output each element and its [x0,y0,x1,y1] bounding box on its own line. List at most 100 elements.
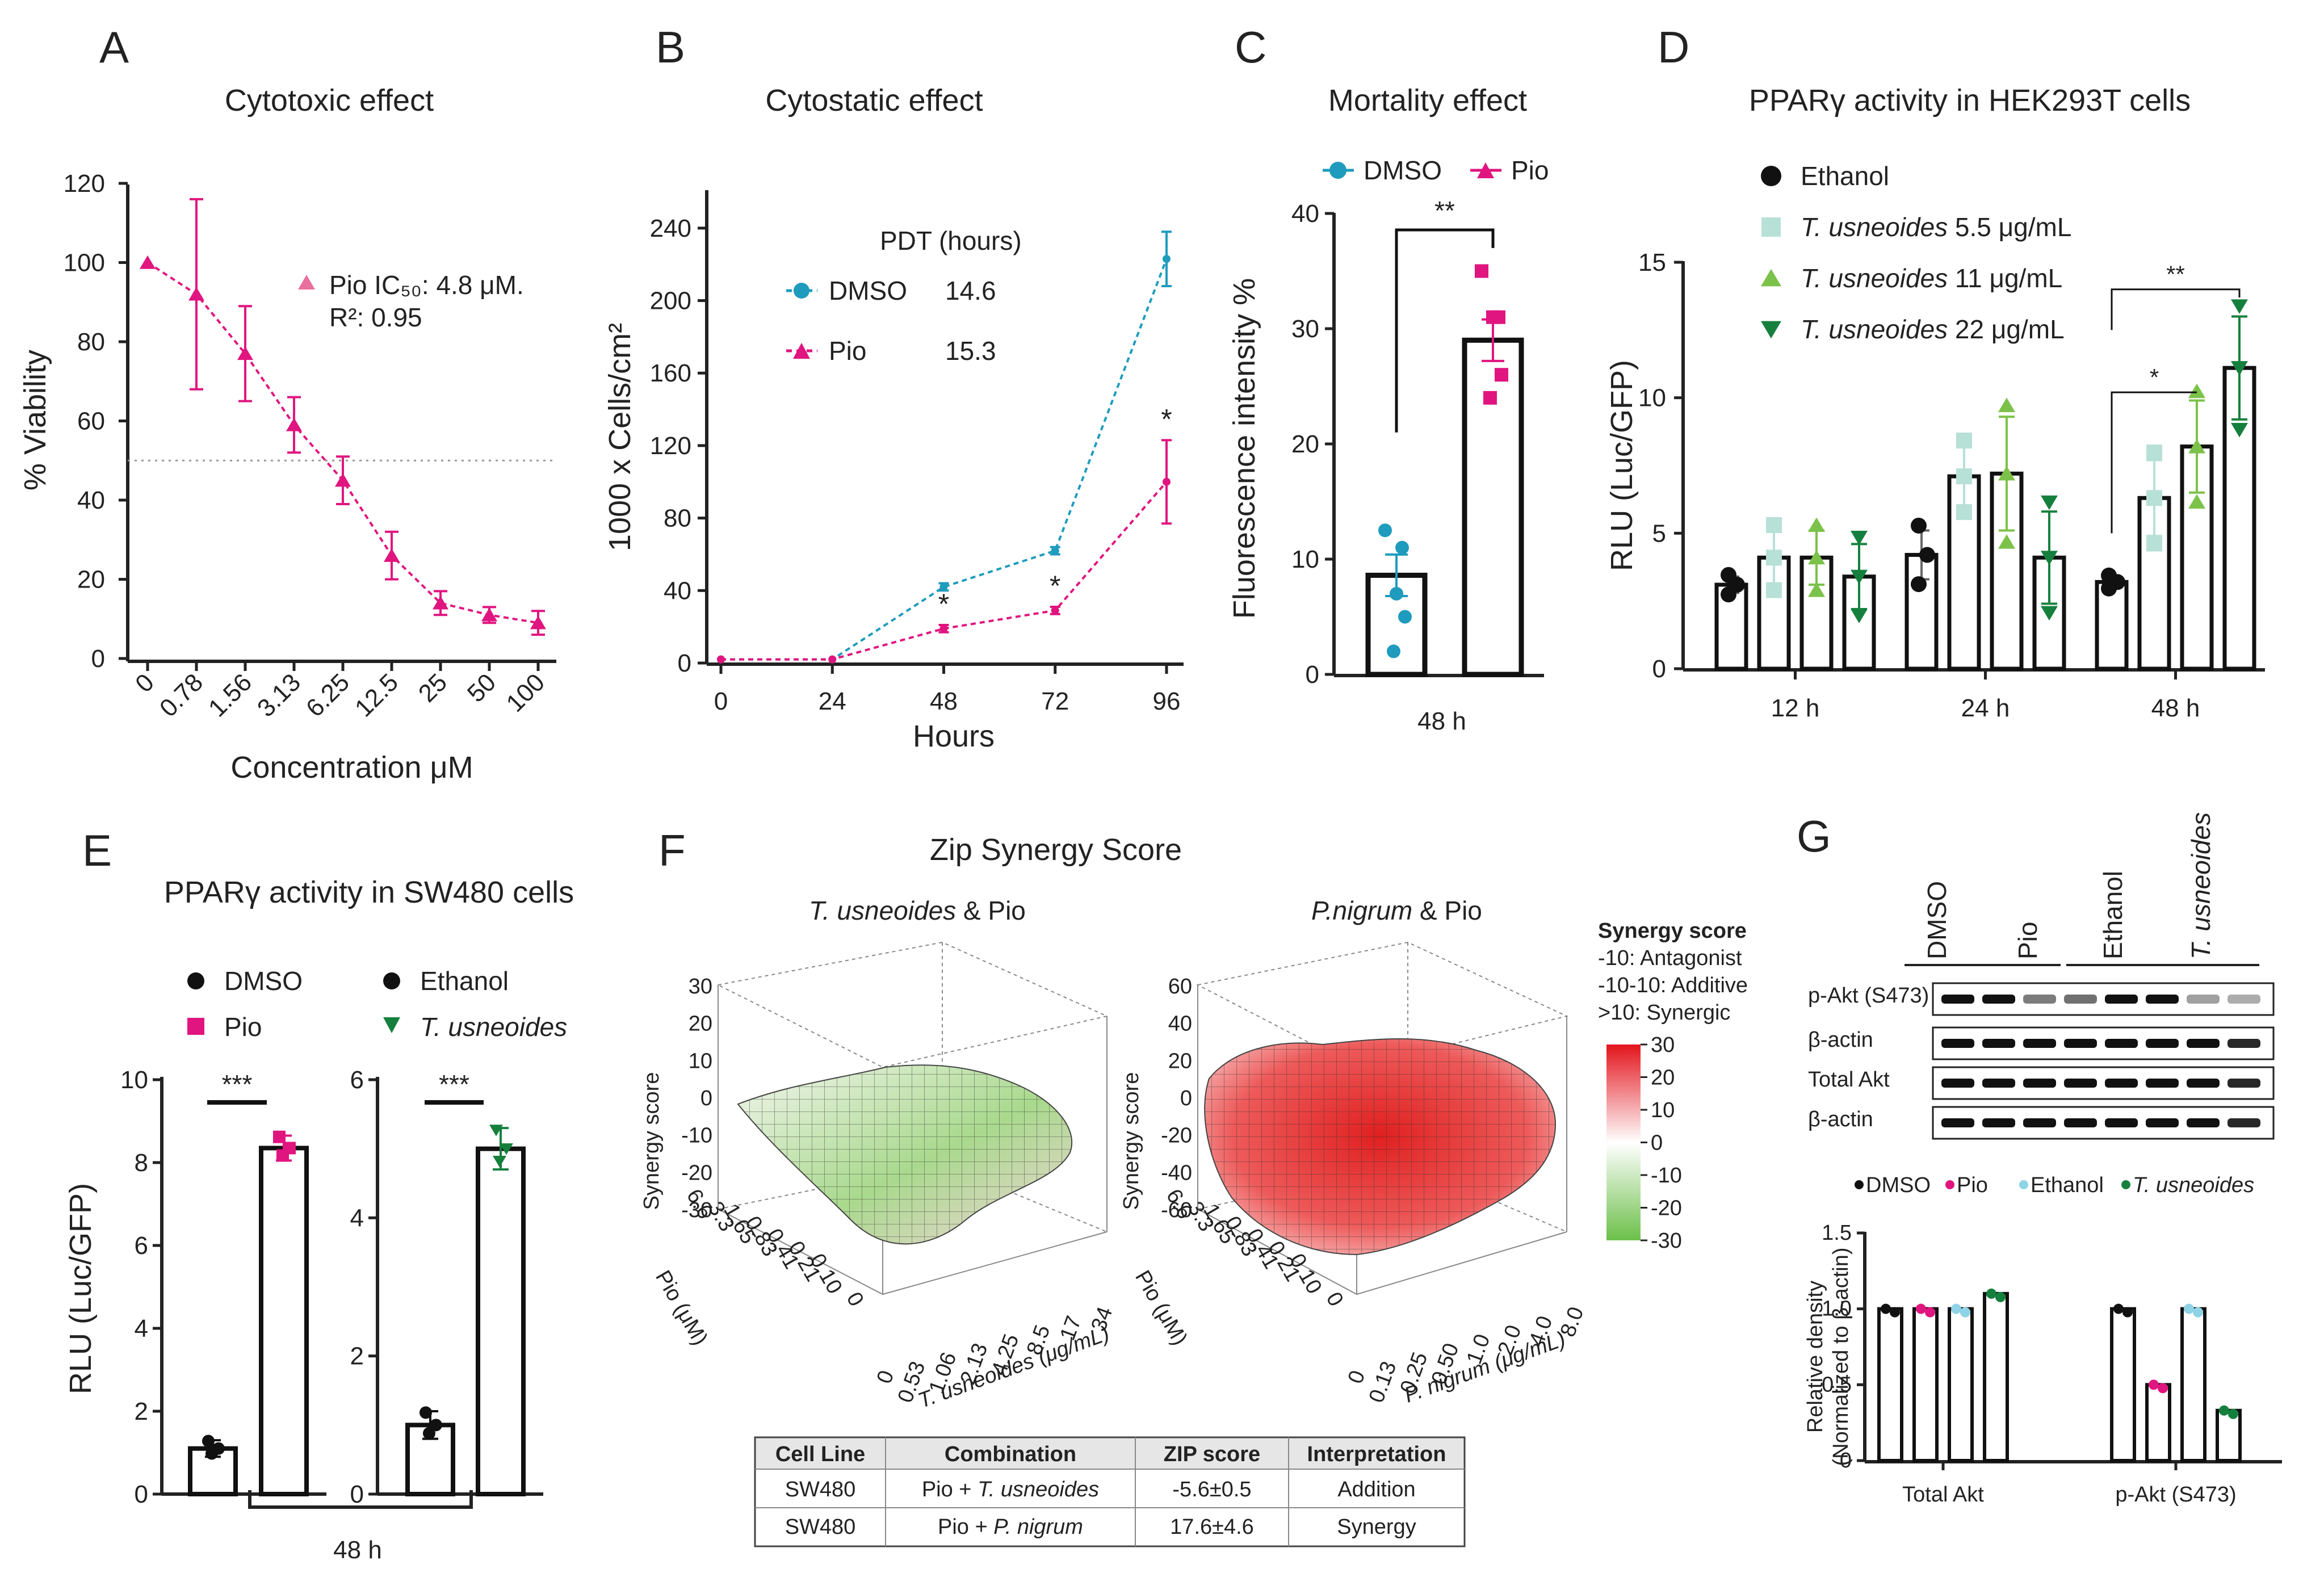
blot-band [2105,1118,2138,1127]
point [2041,551,2058,565]
pio-point [939,624,948,633]
panel-c-category: 48 h [1417,707,1466,735]
dmso-point [1395,540,1409,555]
bar [2110,1307,2136,1463]
colorbar-tick-label: 30 [1651,1033,1675,1057]
pio-point [1051,606,1059,615]
panel-b-x-ticks: 0 24 48 72 96 [714,664,1180,715]
y-tick-label: 1.0 [1822,1297,1852,1321]
blot-band [1941,1118,1974,1127]
dmso-point [1163,255,1171,263]
z-tick-label: -20 [681,1161,712,1185]
legend-label: T. usneoides 22 μg/mL [1801,314,2065,344]
point [1960,1307,1970,1318]
point [493,1155,506,1168]
panel-e-right-chart: 0 2 4 6 *** [350,1066,543,1508]
point [489,1125,503,1136]
z-tick-label: -10 [681,1124,712,1148]
svg-text:DMSO: DMSO [829,276,907,305]
svg-text:15.3: 15.3 [945,336,996,366]
blot-band [1982,1079,2015,1088]
y-label: 20 [1291,430,1319,458]
point [1721,586,1736,603]
pio-point [1495,368,1508,382]
dmso-point [1378,523,1392,538]
x-tick-label: 0 [714,687,728,715]
blot-band [2064,995,2097,1004]
point [202,1434,215,1448]
svg-text:Pio: Pio [829,336,866,366]
viability-point [335,473,351,487]
pio-line [721,481,1168,661]
y-tick-label: 40 [664,577,691,605]
bar [2180,1307,2206,1463]
blot-band [1941,995,1974,1004]
panel-f-legend-title: Synergy score [1598,919,1747,943]
x-tick-label: 1.56 [203,668,257,722]
y-tick-label: 8 [135,1149,148,1177]
legend-label: T. usneoides [2133,1173,2254,1197]
pio-tick-label: 0 [842,1288,869,1310]
panel-f-plot2-zticks: 60 40 20 0 -20 -40 -60 [1161,975,1192,1222]
point [1808,582,1825,597]
x-tick-label: 50 [462,668,501,707]
blot-band [2227,995,2260,1004]
panel-d-ylabel: RLU (Luc/GFP) [1605,360,1639,571]
svg-text:SW480: SW480 [785,1515,856,1539]
point [1766,549,1782,566]
pio-bar [1462,337,1524,677]
x-tick-label: 0 [872,1368,899,1387]
point [1919,547,1935,563]
panel-e-legend-pio: Pio [187,1012,262,1042]
y-tick-label: 0 [135,1480,148,1508]
blot-band [2023,1118,2056,1127]
viability-point [140,255,156,269]
blot-band [2187,995,2220,1004]
svg-text:Pio + T. usneoides: Pio + T. usneoides [922,1478,1099,1501]
point [1766,582,1782,598]
svg-text:Pio: Pio [224,1012,262,1042]
y-tick-label: 240 [650,215,691,242]
y-label: 40 [1291,200,1319,228]
point [2158,1383,2168,1394]
y-tick-label: 80 [664,505,691,532]
point [1986,1288,1996,1299]
point [2188,439,2205,454]
panel-b-xlabel: Hours [913,719,995,753]
x-tick-label: 0.78 [154,668,208,722]
z-tick-label: -40 [1161,1161,1192,1185]
panel-f-plot1-title: T. usneoides & Pio [809,896,1026,925]
point [273,1130,286,1143]
dmso-point [1398,610,1412,624]
colorbar-tick-label: -30 [1651,1229,1682,1253]
table-header-zip: ZIP score [1164,1442,1260,1466]
point [2188,383,2205,399]
blot-group-label: DMSO [1922,881,1952,959]
point [2188,494,2205,509]
blot-band [2146,1118,2179,1127]
point [1851,569,1868,585]
panel-g-legend: DMSO Pio Ethanol T. usneoides [1855,1173,2254,1197]
panel-b-legend-dmso: DMSO 14.6 [786,276,996,305]
panel-b-significance: * * * [938,403,1172,620]
x-tick-label: 48 [930,687,958,715]
viability-point [481,607,497,622]
blot-band [2187,1118,2220,1127]
pio-point [717,655,725,664]
colorbar-tick-label: -20 [1651,1197,1682,1220]
blot-group-label: Pio [2013,922,2042,959]
pio-point [828,655,837,664]
panel-b-legend-header: PDT (hours) [880,226,1022,255]
point [1766,517,1782,534]
blot-band [2064,1118,2097,1127]
y-tick-label: 0 [350,1480,364,1508]
svg-text:14.6: 14.6 [945,276,996,305]
blot-band [1941,1079,1974,1088]
table-row: SW480 Pio + T. usneoides -5.6±0.5 Additi… [785,1478,1416,1501]
bar [259,1146,309,1496]
blot-band [2146,1039,2179,1048]
blot-strip [1932,982,2275,1016]
table-header-combination: Combination [945,1442,1076,1466]
